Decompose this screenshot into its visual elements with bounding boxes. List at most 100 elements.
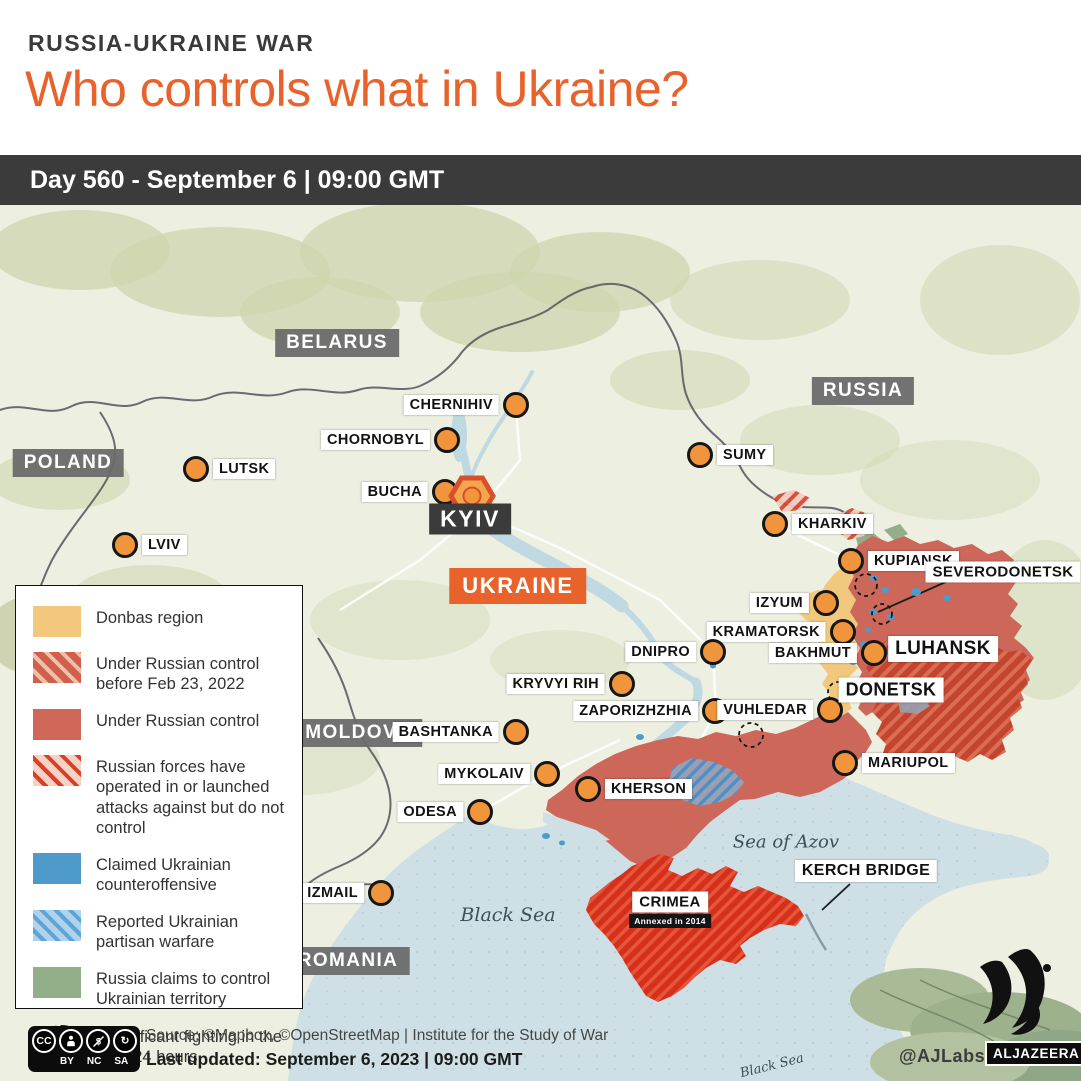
legend-row-control: Under Russian control xyxy=(33,709,286,741)
city-dot-izmail xyxy=(368,880,394,906)
aljazeera-logo-icon xyxy=(980,948,1051,1035)
cc-by-icon xyxy=(59,1029,83,1053)
source-text: Source: ©Mapbox, ©OpenStreetMap | Instit… xyxy=(146,1027,609,1044)
aljazeera-wordmark: ALJAZEERA xyxy=(985,1041,1081,1066)
legend-swatch-counter xyxy=(33,852,81,884)
sea-label-sea-of-azov: Sea of Azov xyxy=(732,831,840,853)
cc-labels: BY NC SA xyxy=(60,1056,128,1067)
page-kicker: RUSSIA-UKRAINE WAR xyxy=(28,30,315,56)
city-dot-bashtanka xyxy=(503,719,529,745)
city-label-izyum: IZYUM xyxy=(749,593,809,613)
legend-row-attack: Russian forces have operated in or launc… xyxy=(33,755,286,838)
legend-label-donbas: Donbas region xyxy=(96,609,204,627)
country-label-romania: ROMANIA xyxy=(286,947,410,975)
city-label-kryvyi-rih: KRYVYI RIH xyxy=(506,674,605,694)
region-label-donetsk: DONETSK xyxy=(838,677,944,703)
city-dot-mariupol xyxy=(832,750,858,776)
callout-line xyxy=(821,883,851,911)
city-label-kharkiv: KHARKIV xyxy=(792,514,873,534)
zone-crimea-hatch xyxy=(586,854,804,1002)
legend-row-claims: Russia claims to control Ukrainian terri… xyxy=(33,967,286,1009)
counteroffensive-mark xyxy=(559,840,565,846)
city-dot-chernihiv xyxy=(503,392,529,418)
legend-label-counter: Claimed Ukrainian counteroffensive xyxy=(96,855,231,894)
city-dot-lutsk xyxy=(183,456,209,482)
legend-label-partisan: Reported Ukrainian partisan warfare xyxy=(96,913,239,952)
city-label-dnipro: DNIPRO xyxy=(625,642,696,662)
city-dot-kryvyi-rih xyxy=(609,671,635,697)
zone-pre2022-hatch xyxy=(866,638,1032,764)
country-label-ukraine: UKRAINE xyxy=(449,568,587,604)
region-label-kerch-bridge: KERCH BRIDGE xyxy=(794,860,938,882)
dnipro-estuary xyxy=(543,812,610,842)
creative-commons-badge: CC $ ↻ BY NC SA xyxy=(28,1026,140,1072)
city-dot-kharkiv xyxy=(762,511,788,537)
city-label-sumy: SUMY xyxy=(717,445,773,465)
counteroffensive-mark xyxy=(881,587,889,593)
legend-swatch-pre2022 xyxy=(33,652,81,683)
city-label-odesa: ODESA xyxy=(397,802,463,822)
counteroffensive-mark xyxy=(542,833,550,839)
significant-fighting-circle xyxy=(871,603,893,625)
counteroffensive-mark xyxy=(911,588,921,596)
city-dot-bakhmut xyxy=(861,640,887,666)
ajlabs-credit: @AJLabs xyxy=(899,1046,986,1066)
city-dot-vuhledar xyxy=(817,697,843,723)
city-label-chernihiv: CHERNIHIV xyxy=(403,395,499,415)
country-label-poland: POLAND xyxy=(12,449,124,477)
city-dot-izyum xyxy=(813,590,839,616)
cc-label-by: BY xyxy=(60,1056,74,1067)
city-dot-sumy xyxy=(687,442,713,468)
city-label-vuhledar: VUHLEDAR xyxy=(717,700,813,720)
city-label-lutsk: LUTSK xyxy=(213,459,276,479)
black-sea xyxy=(288,746,1050,1081)
region-label-luhansk: LUHANSK xyxy=(888,636,998,662)
capital-label-kyiv: KYIV xyxy=(429,503,511,535)
city-dot-mykolaiv xyxy=(534,761,560,787)
counteroffensive-mark xyxy=(865,627,871,633)
significant-fighting-circle xyxy=(854,573,878,597)
crimea-annexed-badge: Annexed in 2014 xyxy=(629,914,711,928)
city-label-izmail: IZMAIL xyxy=(301,883,364,903)
legend-swatch-partisan xyxy=(33,910,81,941)
legend-label-control: Under Russian control xyxy=(96,712,260,731)
significant-fighting-circle xyxy=(738,722,764,748)
legend-swatch-donbas xyxy=(33,606,81,637)
legend-row-counter: Claimed Ukrainian counteroffensive xyxy=(33,852,286,895)
legend-box: Donbas region Under Russian control befor… xyxy=(15,585,303,1071)
page-title: Who controls what in Ukraine? xyxy=(25,61,689,117)
cc-label-sa: SA xyxy=(114,1056,129,1067)
source-block: Source: ©Mapbox, ©OpenStreetMap | Instit… xyxy=(146,1027,608,1070)
city-label-kherson: KHERSON xyxy=(605,779,693,799)
legend-label-pre2022: Under Russian control before Feb 23, 202… xyxy=(96,655,260,694)
legend-label-attack: Russian forces have operated in or launc… xyxy=(96,758,285,837)
legend-swatch-control xyxy=(33,709,81,741)
legend-row-pre2022: Under Russian control before Feb 23, 202… xyxy=(33,652,286,694)
sea-label-black-sea: Black Sea xyxy=(738,1050,806,1081)
sea-label-black-sea: Black Sea xyxy=(460,904,556,926)
city-dot-kherson xyxy=(575,776,601,802)
region-label-crimea: CRIMEA xyxy=(632,891,708,913)
date-bar: Day 560 - September 6 | 09:00 GMT xyxy=(0,155,1081,205)
legend-row-partisan: Reported Ukrainian partisan warfare xyxy=(33,910,286,952)
map-overlay: POLAND BELARUS RUSSIA MOLDOVA ROMANIA UKRAINE… xyxy=(0,205,1081,1081)
counteroffensive-mark xyxy=(636,734,644,740)
city-label-bashtanka: BASHTANKA xyxy=(392,722,499,742)
legend-swatch-attack xyxy=(33,755,81,787)
region-label-severodonetsk: SEVERODONETSK xyxy=(925,561,1081,583)
cc-icons: CC $ ↻ xyxy=(32,1029,137,1053)
legend-label-claims: Russia claims to control Ukrainian terri… xyxy=(96,970,271,1009)
last-updated-text: Last updated: September 6, 2023 | 09:00 … xyxy=(146,1049,523,1069)
country-label-russia: RUSSIA xyxy=(811,377,915,405)
city-label-mykolaiv: MYKOLAIV xyxy=(438,764,530,784)
legend-swatch-claims xyxy=(33,967,81,999)
city-label-chornobyl: CHORNOBYL xyxy=(320,430,430,450)
kerch-bridge-line xyxy=(804,913,828,951)
city-label-mariupol: MARIUPOL xyxy=(862,753,955,773)
city-label-bucha: BUCHA xyxy=(361,482,428,502)
city-dot-chornobyl xyxy=(434,427,460,453)
city-dot-kupiansk xyxy=(838,548,864,574)
cc-nc-icon: $ xyxy=(86,1029,110,1053)
city-label-lviv: LVIV xyxy=(142,535,187,555)
